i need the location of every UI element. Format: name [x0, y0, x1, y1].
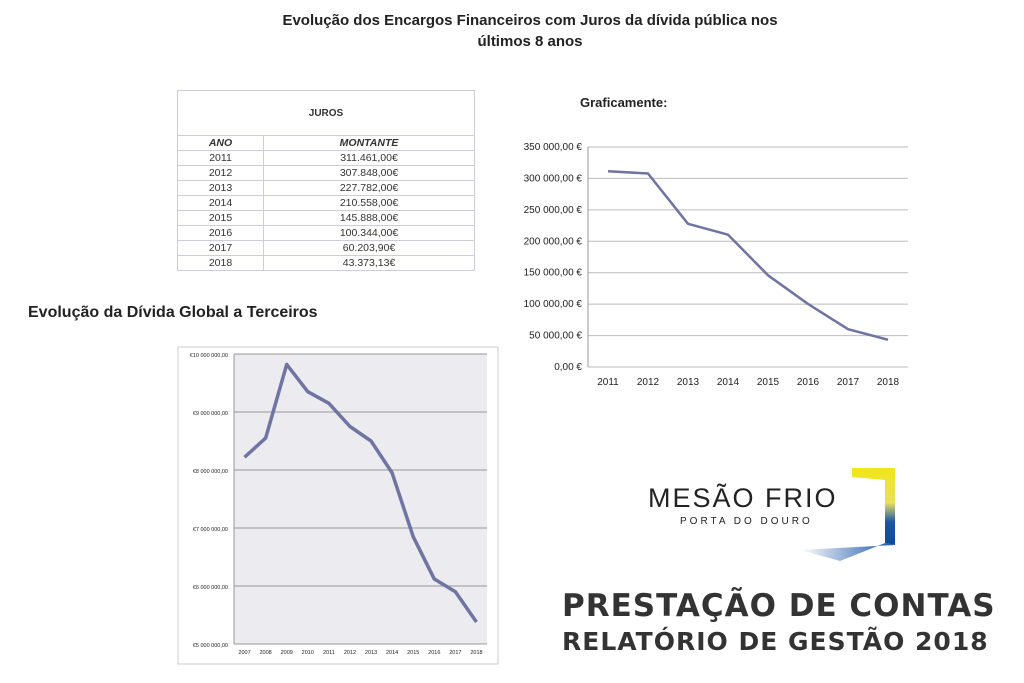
y-tick-label: 350 000,00 €	[524, 142, 583, 153]
graficamente-label: Graficamente:	[580, 95, 668, 110]
header-montante: MONTANTE	[263, 135, 475, 151]
data-line	[243, 362, 478, 623]
table-row: 2012 307.848,00€	[176, 165, 475, 181]
y-tick-label: 0,00 €	[554, 362, 582, 373]
ano-cell: 2011	[176, 150, 265, 166]
montante-cell: 227.782,00€	[263, 180, 475, 196]
header-ano: ANO	[176, 135, 265, 151]
plot-area	[234, 354, 487, 644]
x-tick-label: 2016	[797, 377, 820, 388]
x-tick-label: 2011	[597, 377, 619, 388]
data-line	[607, 169, 889, 341]
x-tick-label: 2014	[386, 650, 398, 656]
ano-cell: 2017	[176, 240, 265, 256]
logo-tagline: PORTA DO DOURO	[680, 516, 813, 527]
y-tick-label: 100 000,00 €	[524, 299, 583, 310]
montante-cell: 311.461,00€	[263, 150, 475, 166]
title-line-1: Evolução dos Encargos Financeiros com Ju…	[282, 12, 778, 29]
table-caption: JUROS	[177, 90, 475, 136]
montante-cell: 210.558,00€	[263, 195, 475, 211]
y-tick-label: 250 000,00 €	[524, 205, 583, 216]
mesao-frio-logo: MESÃO FRIO PORTA DO DOURO	[640, 465, 910, 565]
report-title: PRESTAÇÃO DE CONTAS RELATÓRIO DE GESTÃO …	[562, 588, 996, 660]
y-tick-label: €7 000 000,00	[193, 527, 228, 533]
y-tick-label: €9 000 000,00	[193, 411, 228, 417]
juros-table: JUROS ANO MONTANTE 2011 311.461,00€ 2012 307…	[176, 90, 475, 271]
x-tick-label: 2012	[344, 650, 356, 656]
montante-cell: 100.344,00€	[263, 225, 475, 241]
page-title: Evolução dos Encargos Financeiros com Ju…	[200, 10, 860, 52]
x-tick-label: 2015	[757, 377, 780, 388]
y-tick-label: €5 000 000,00	[193, 643, 228, 649]
x-tick-label: 2017	[837, 377, 860, 388]
x-tick-label: 2014	[717, 377, 740, 388]
y-tick-label: 300 000,00 €	[524, 173, 583, 184]
table-row: 2017 60.203,90€	[176, 240, 475, 256]
x-tick-label: 2010	[302, 650, 314, 656]
montante-cell: 145.888,00€	[263, 210, 475, 226]
y-tick-label: 200 000,00 €	[524, 236, 583, 247]
y-tick-label: €10 000 000,00	[190, 353, 228, 359]
table-row: 2018 43.373,13€	[176, 255, 475, 271]
table-row: 2013 227.782,00€	[176, 180, 475, 196]
juros-chart: 0,00 € 50 000,00 € 100 000,00 € 150 000,00 …	[524, 142, 908, 388]
title-line-2: últimos 8 anos	[477, 33, 583, 50]
table-row: 2014 210.558,00€	[176, 195, 475, 211]
table-row: 2011 311.461,00€	[176, 150, 475, 166]
x-tick-label: 2008	[260, 650, 272, 656]
x-tick-label: 2013	[365, 650, 377, 656]
montante-cell: 307.848,00€	[263, 165, 475, 181]
y-tick-label: 50 000,00 €	[529, 331, 582, 342]
x-tick-label: 2011	[323, 650, 335, 656]
y-tick-label: 150 000,00 €	[524, 268, 583, 279]
montante-cell: 43.373,13€	[263, 255, 475, 271]
report-title-line-1: PRESTAÇÃO DE CONTAS	[562, 588, 996, 624]
divida-chart: €5 000 000,00 €6 000 000,00 €7 000 000,00 €…	[177, 346, 499, 665]
table-row: 2015 145.888,00€	[176, 210, 475, 226]
x-tick-label: 2017	[449, 650, 461, 656]
y-tick-label: €6 000 000,00	[193, 585, 228, 591]
divida-title: Evolução da Dívida Global a Terceiros	[28, 304, 318, 321]
x-tick-label: 2009	[281, 650, 293, 656]
x-tick-label: 2012	[637, 377, 660, 388]
logo-name: MESÃO FRIO	[648, 482, 838, 513]
x-tick-label: 2018	[470, 650, 482, 656]
y-tick-label: €8 000 000,00	[193, 469, 228, 475]
x-tick-label: 2016	[428, 650, 440, 656]
logo-mark	[852, 468, 895, 545]
ano-cell: 2018	[176, 255, 265, 271]
x-tick-label: 2007	[238, 650, 250, 656]
ano-cell: 2012	[176, 165, 265, 181]
x-tick-label: 2015	[407, 650, 419, 656]
x-tick-label: 2013	[677, 377, 700, 388]
ano-cell: 2016	[176, 225, 265, 241]
ano-cell: 2015	[176, 210, 265, 226]
report-title-line-2: RELATÓRIO DE GESTÃO 2018	[562, 627, 989, 656]
ano-cell: 2013	[176, 180, 265, 196]
ano-cell: 2014	[176, 195, 265, 211]
x-tick-label: 2018	[877, 377, 900, 388]
montante-cell: 60.203,90€	[263, 240, 475, 256]
table-row: 2016 100.344,00€	[176, 225, 475, 241]
